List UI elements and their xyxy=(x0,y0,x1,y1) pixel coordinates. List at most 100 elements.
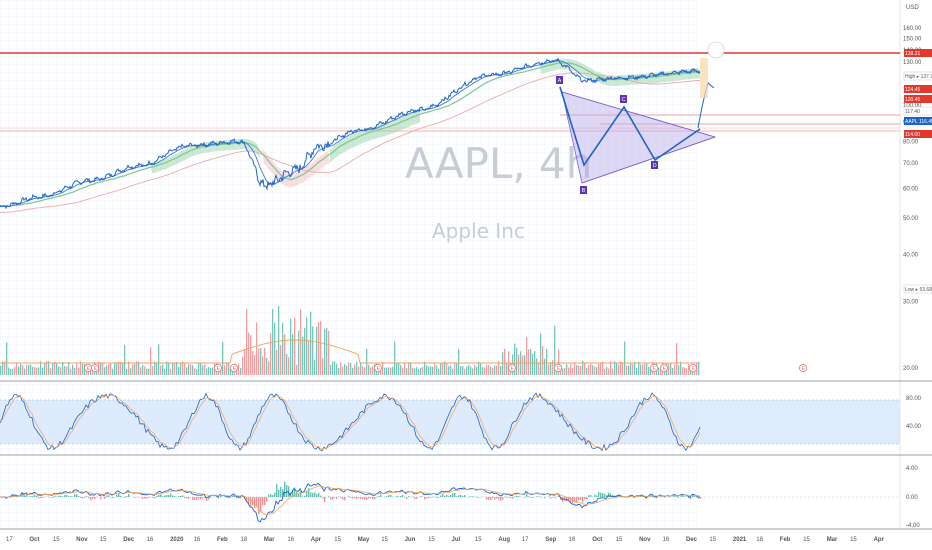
time-tick-label: 15 xyxy=(475,537,482,543)
time-tick-label: 16 xyxy=(663,537,670,543)
price-tick-label: 30.00 xyxy=(903,300,919,306)
time-tick-label: 17 xyxy=(522,537,529,543)
pattern-label-c: C xyxy=(620,95,627,103)
svg-text:E: E xyxy=(233,366,237,372)
osc-axis[interactable]: 80.00 40.00 xyxy=(906,396,922,430)
svg-text:C: C xyxy=(622,97,626,103)
time-tick-label: Apr xyxy=(874,537,885,543)
watermark-company: Apple Inc xyxy=(432,219,525,243)
pattern-label-a: A xyxy=(556,76,563,84)
price-axis-unit: USD xyxy=(906,5,919,11)
time-tick-label: Dec xyxy=(686,537,698,543)
time-tick-label: Oct xyxy=(29,537,39,543)
time-tick-label: Dec xyxy=(123,537,135,543)
watermark-symbol: AAPL, 4h xyxy=(405,139,592,188)
price-tag-text: 124.45 xyxy=(905,87,921,93)
time-axis[interactable]: 17 Oct 15 Nov 15 Dec 16 2020 16 Feb 18 Mar 16 Apr 15 Ma… xyxy=(6,537,885,543)
macd-tick-label: -4.00 xyxy=(906,523,920,529)
price-tick-label: 70.00 xyxy=(903,161,919,167)
time-tick-label: Feb xyxy=(217,537,228,543)
price-pane-grid xyxy=(0,0,697,380)
time-tick-label: 16 xyxy=(194,537,201,543)
time-tick-label: Nov xyxy=(639,537,651,543)
svg-text:E: E xyxy=(663,366,667,372)
time-tick-label: 15 xyxy=(709,537,716,543)
price-tag-text: AAPL 116.45 xyxy=(905,119,932,125)
time-tick-label: 15 xyxy=(381,537,388,543)
price-series-line[interactable] xyxy=(0,57,701,210)
price-tag-text: 117.40 xyxy=(905,109,920,115)
macd-pane-grid xyxy=(0,458,697,528)
svg-text:E: E xyxy=(653,366,657,372)
macd-line xyxy=(0,482,700,523)
svg-text:E: E xyxy=(692,366,696,372)
time-tick-label: Jul xyxy=(452,537,461,543)
price-tag-t4 xyxy=(904,130,932,138)
macd-tick-label: 4.00 xyxy=(906,466,918,472)
price-tag-high xyxy=(903,71,932,81)
time-tick-label: 15 xyxy=(803,537,810,543)
time-tick-label: 15 xyxy=(334,537,341,543)
target-marker xyxy=(707,41,725,59)
osc-band xyxy=(0,400,900,444)
time-tick-label: May xyxy=(358,537,370,543)
time-tick-label: Oct xyxy=(592,537,602,543)
cloud-layer xyxy=(150,58,700,188)
ma-green-line xyxy=(0,62,701,208)
time-tick-label: 15 xyxy=(850,537,857,543)
price-tick-label: 60.00 xyxy=(903,186,919,192)
time-tick-label: Sep xyxy=(545,537,556,543)
time-tick-label: 18 xyxy=(241,537,248,543)
time-tick-label: 2020 xyxy=(170,537,184,543)
price-tags: 138.21 High ▸ 137.70 124.45 120.45 117.40 AAP… xyxy=(903,49,932,294)
svg-text:D: D xyxy=(653,163,657,169)
time-tick-label: Mar xyxy=(264,537,275,543)
price-tag-low xyxy=(903,284,932,294)
time-tick-label: Feb xyxy=(780,537,791,543)
price-tag-aapl xyxy=(904,117,932,125)
price-tag-t3 xyxy=(903,106,932,116)
svg-text:E: E xyxy=(217,366,221,372)
projection-zone xyxy=(700,58,708,98)
time-tick-label: Aug xyxy=(498,537,510,543)
time-tick-label: 16 xyxy=(569,537,576,543)
svg-text:E: E xyxy=(511,366,515,372)
price-tag-text: 120.45 xyxy=(905,97,921,103)
time-tick-label: 16 xyxy=(147,537,154,543)
time-tick-label: 15 xyxy=(53,537,60,543)
price-tag-resistance xyxy=(904,49,932,57)
volume-ma-line xyxy=(0,339,698,364)
svg-text:E: E xyxy=(557,366,561,372)
time-tick-label: Jun xyxy=(405,537,416,543)
macd-axis[interactable]: 4.00 0.00 -4.00 xyxy=(906,466,920,529)
price-tick-label: 50.00 xyxy=(903,216,919,222)
macd-histogram xyxy=(2,481,702,515)
time-tick-label: Mar xyxy=(827,537,838,543)
time-tick-label: 17 xyxy=(6,537,13,543)
price-tick-label: 80.00 xyxy=(903,139,919,145)
time-tick-label: Nov xyxy=(76,537,88,543)
abcd-pattern[interactable] xyxy=(559,86,701,167)
osc-tick-label: 80.00 xyxy=(906,396,922,402)
price-tag-t2 xyxy=(904,95,932,103)
stoch-d-line xyxy=(0,394,701,450)
stoch-k-line xyxy=(0,392,701,452)
pattern-label-d: D xyxy=(651,161,658,169)
time-tick-label: 15 xyxy=(428,537,435,543)
price-tick-label: 160.00 xyxy=(903,26,922,32)
svg-text:A: A xyxy=(558,78,562,84)
time-tick-label: 16 xyxy=(287,537,294,543)
time-tick-label: 2021 xyxy=(733,537,747,543)
ma-blue-line xyxy=(0,60,701,207)
price-tick-label: 100.00 xyxy=(903,103,922,109)
svg-text:E: E xyxy=(377,366,381,372)
price-tick-label: 40.00 xyxy=(903,253,919,259)
time-tick-label: 15 xyxy=(100,537,107,543)
price-tick-label: 20.00 xyxy=(903,366,919,372)
svg-text:B: B xyxy=(582,188,586,194)
macd-tick-label: 0.00 xyxy=(906,495,918,501)
svg-text:E: E xyxy=(802,366,806,372)
